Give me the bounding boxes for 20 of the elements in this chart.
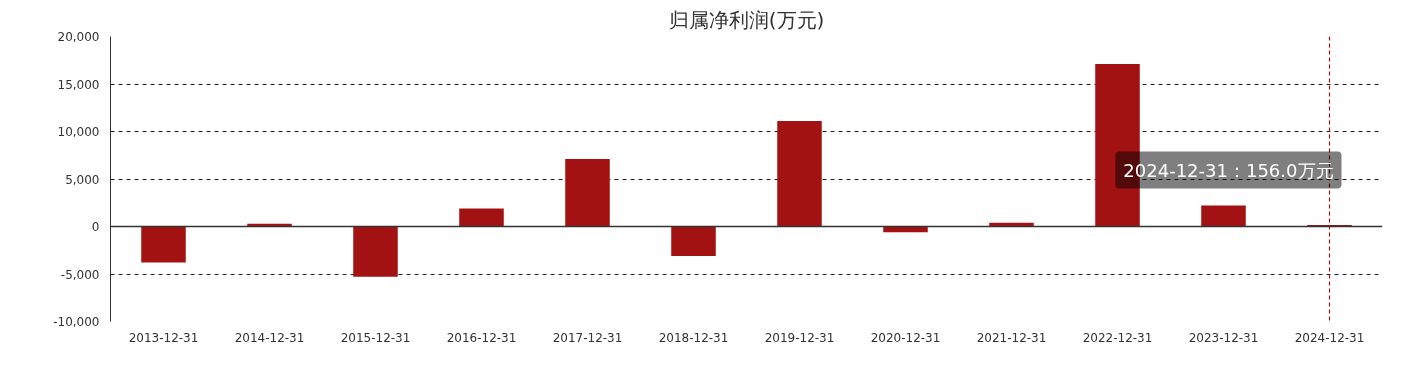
- x-tick-label: 2017-12-31: [552, 330, 623, 345]
- x-tick-label: 2022-12-31: [1082, 330, 1153, 345]
- x-tick-label: 2020-12-31: [870, 330, 941, 345]
- x-tick-label: 2021-12-31: [976, 330, 1047, 345]
- x-tick-label: 2015-12-31: [340, 330, 411, 345]
- x-tick-label: 2019-12-31: [764, 330, 835, 345]
- y-tick-label: 10,000: [57, 125, 100, 139]
- y-tick-label: 20,000: [57, 30, 100, 44]
- y-tick-label: 15,000: [57, 77, 100, 92]
- chart-title: 归属净利润(万元): [668, 7, 825, 32]
- x-tick-label: 2018-12-31: [658, 330, 729, 345]
- x-tick-label: 2013-12-31: [128, 330, 199, 345]
- x-tick-label: 2016-12-31: [446, 330, 517, 345]
- x-tick-label: 2023-12-31: [1188, 330, 1259, 345]
- y-tick-label: -10,000: [53, 315, 100, 329]
- y-tick-label: 5,000: [65, 172, 100, 187]
- x-tick-label: 2024-12-31: [1294, 330, 1365, 345]
- y-tick-label: -5,000: [60, 267, 100, 282]
- y-tick-label: 0: [91, 220, 100, 234]
- x-tick-label: 2014-12-31: [234, 330, 305, 345]
